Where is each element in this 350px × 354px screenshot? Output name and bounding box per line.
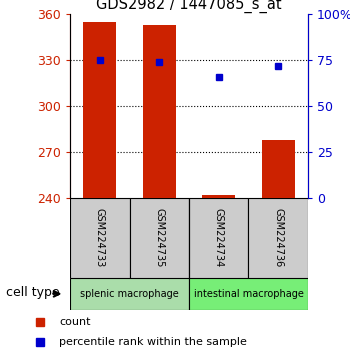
Text: GSM224733: GSM224733: [95, 209, 105, 268]
Bar: [189, 278, 308, 310]
Bar: [130, 198, 189, 278]
Bar: [83, 22, 116, 198]
Bar: [143, 25, 176, 198]
Bar: [248, 198, 308, 278]
Bar: [262, 140, 295, 198]
Text: percentile rank within the sample: percentile rank within the sample: [60, 337, 247, 347]
Bar: [189, 198, 248, 278]
Bar: [70, 198, 130, 278]
Title: GDS2982 / 1447085_s_at: GDS2982 / 1447085_s_at: [96, 0, 282, 13]
Text: count: count: [60, 318, 91, 327]
Text: GSM224735: GSM224735: [154, 209, 164, 268]
Bar: [202, 195, 235, 198]
Text: GSM224736: GSM224736: [273, 209, 283, 268]
Text: cell type: cell type: [6, 286, 59, 299]
Text: GSM224734: GSM224734: [214, 209, 224, 268]
Text: intestinal macrophage: intestinal macrophage: [194, 289, 303, 299]
Text: splenic macrophage: splenic macrophage: [80, 289, 179, 299]
Bar: [70, 278, 189, 310]
